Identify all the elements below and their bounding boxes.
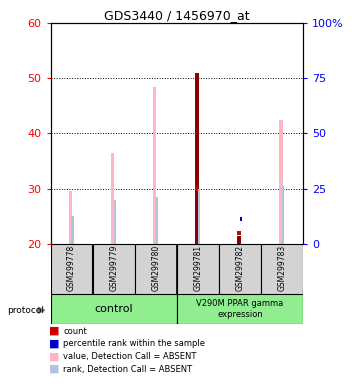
Text: GSM299781: GSM299781 [193, 245, 203, 291]
Bar [237, 235, 241, 244]
Text: GSM299779: GSM299779 [109, 245, 118, 291]
Bar [156, 197, 158, 244]
Bar [111, 153, 114, 244]
Bar [282, 186, 284, 244]
Text: GSM299783: GSM299783 [278, 245, 287, 291]
FancyBboxPatch shape [219, 244, 261, 294]
FancyBboxPatch shape [177, 295, 303, 324]
Bar [195, 187, 199, 191]
Text: rank, Detection Call = ABSENT: rank, Detection Call = ABSENT [63, 364, 192, 374]
Bar [153, 86, 156, 244]
Bar [198, 189, 200, 244]
Bar [69, 191, 72, 244]
Text: V290M PPAR gamma
expression: V290M PPAR gamma expression [196, 300, 284, 319]
FancyBboxPatch shape [261, 244, 303, 294]
Text: GSM299778: GSM299778 [67, 245, 76, 291]
FancyBboxPatch shape [93, 244, 135, 294]
Text: control: control [95, 304, 133, 314]
Text: percentile rank within the sample: percentile rank within the sample [63, 339, 205, 348]
Text: protocol: protocol [7, 306, 44, 315]
Bar [195, 73, 199, 244]
FancyBboxPatch shape [135, 244, 177, 294]
FancyBboxPatch shape [51, 295, 177, 324]
Bar [238, 230, 240, 235]
Text: count: count [63, 326, 87, 336]
Text: value, Detection Call = ABSENT: value, Detection Call = ABSENT [63, 352, 196, 361]
Bar [279, 120, 283, 244]
FancyBboxPatch shape [177, 244, 219, 294]
Text: GSM299780: GSM299780 [151, 245, 160, 291]
Text: ■: ■ [49, 351, 59, 361]
Bar [240, 217, 242, 221]
Text: GSM299782: GSM299782 [236, 245, 244, 291]
Bar [71, 216, 74, 244]
Title: GDS3440 / 1456970_at: GDS3440 / 1456970_at [104, 9, 250, 22]
Text: ■: ■ [49, 364, 59, 374]
FancyBboxPatch shape [51, 244, 92, 294]
Text: ■: ■ [49, 326, 59, 336]
Text: ■: ■ [49, 339, 59, 349]
Bar [113, 200, 116, 244]
